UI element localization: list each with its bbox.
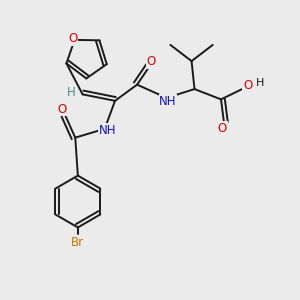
Text: NH: NH	[99, 124, 116, 137]
Text: H: H	[256, 78, 264, 88]
Text: O: O	[68, 32, 78, 45]
Text: NH: NH	[159, 95, 177, 108]
Text: Br: Br	[71, 236, 84, 249]
Text: H: H	[67, 86, 76, 99]
Text: O: O	[57, 103, 67, 116]
Text: O: O	[243, 79, 252, 92]
Text: O: O	[218, 122, 227, 135]
Text: O: O	[146, 56, 156, 68]
